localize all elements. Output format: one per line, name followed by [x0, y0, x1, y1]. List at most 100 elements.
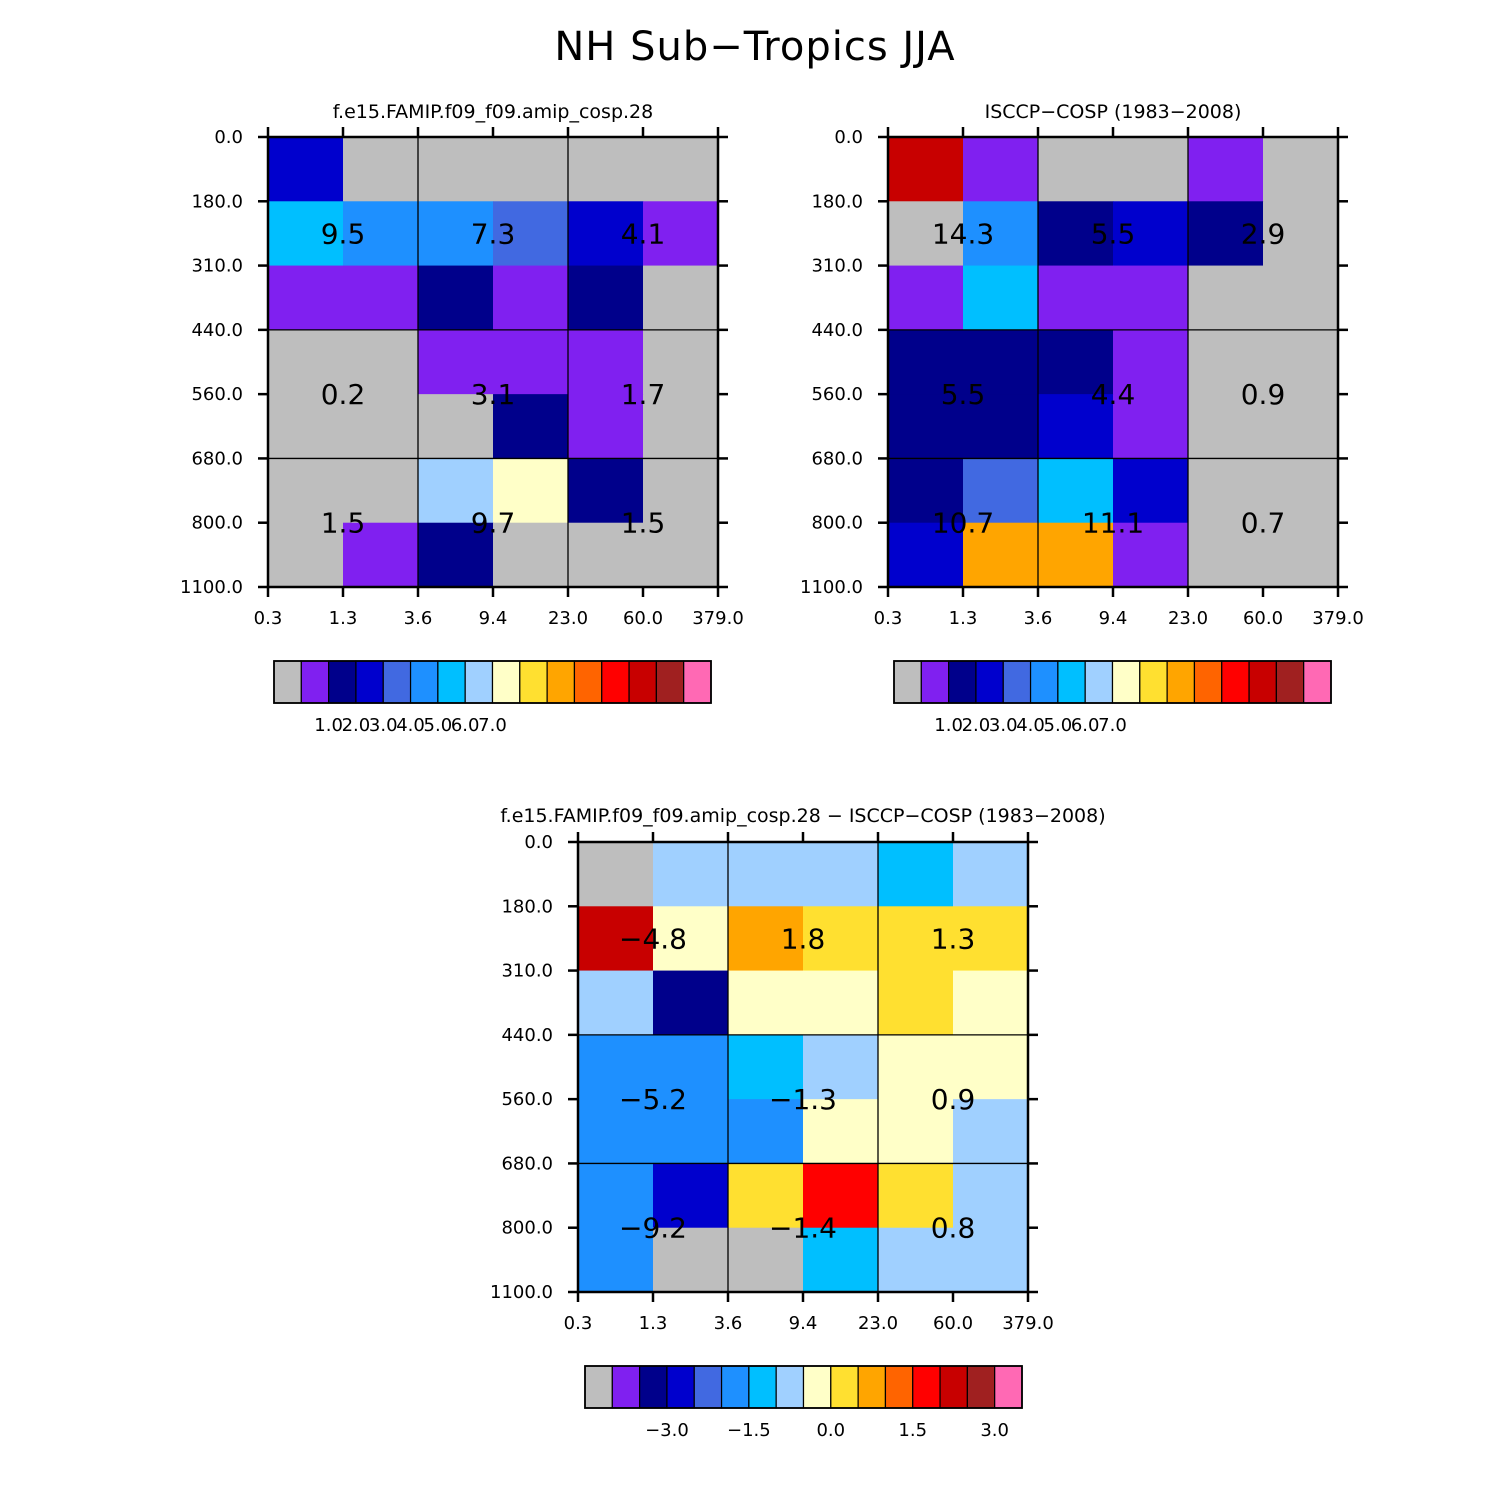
- heatmap-cell: [728, 906, 804, 972]
- heatmap-cell: [653, 970, 729, 1036]
- y-tick-label: 560.0: [191, 384, 243, 405]
- heatmap-cell: [953, 1163, 1029, 1229]
- heatmap-cell: [568, 201, 644, 267]
- heatmap-cell: [653, 906, 729, 972]
- heatmap-cell: [568, 329, 644, 395]
- box-value-label: 0.2: [321, 378, 366, 411]
- box-value-label: −4.8: [619, 922, 687, 955]
- y-tick-label: 1100.0: [180, 577, 243, 598]
- heatmap-cell: [1038, 137, 1114, 202]
- colorbar-swatch: [775, 1365, 805, 1409]
- colorbar-label: 7.0: [1098, 715, 1127, 736]
- heatmap-cell: [803, 970, 879, 1036]
- heatmap-cell: [728, 1163, 804, 1229]
- colorbar-label: 0.0: [816, 1420, 845, 1441]
- colorbar-swatch: [1275, 660, 1305, 704]
- heatmap-cell: [953, 970, 1029, 1036]
- heatmap-cell: [1038, 522, 1114, 588]
- box-value-label: 0.8: [931, 1212, 976, 1245]
- y-tick-label: 680.0: [501, 1153, 553, 1174]
- colorbar-swatch: [912, 1365, 941, 1409]
- box-value-label: 0.9: [931, 1083, 976, 1116]
- heatmap-cell: [493, 265, 569, 331]
- colorbar-frame: [273, 660, 712, 704]
- heatmap-cell: [643, 265, 719, 331]
- heatmap-cell: [1263, 265, 1339, 331]
- heatmap-cell: [888, 522, 964, 588]
- x-tick-label: 9.4: [479, 608, 508, 629]
- heatmap-cell: [888, 458, 964, 524]
- heatmap-cell: [578, 906, 654, 972]
- heatmap-cell: [803, 1099, 879, 1164]
- colorbar-swatch: [464, 660, 494, 704]
- heatmap-cell: [653, 842, 729, 907]
- heatmap-cell: [1113, 329, 1189, 395]
- heatmap-cell: [1188, 265, 1264, 331]
- colorbar-swatch: [655, 660, 685, 704]
- heatmap-cell: [1113, 137, 1189, 202]
- box-value-label: 7.3: [471, 217, 516, 250]
- colorbar-swatch: [666, 1365, 695, 1409]
- heatmap-cell: [728, 1034, 804, 1100]
- colorbar-swatch: [1248, 660, 1277, 704]
- colorbar-swatch: [966, 1365, 996, 1409]
- y-tick-label: 440.0: [191, 320, 243, 341]
- box-value-label: 14.3: [932, 217, 994, 250]
- box-value-label: −1.4: [769, 1212, 837, 1245]
- colorbar-swatch: [720, 1365, 750, 1409]
- colorbar-swatch: [1139, 660, 1168, 704]
- x-tick-label: 1.3: [949, 608, 978, 629]
- colorbar-swatch: [857, 1365, 887, 1409]
- colorbar-swatch: [683, 660, 712, 704]
- heatmap-cell: [653, 1227, 729, 1293]
- heatmap-cell: [578, 970, 654, 1036]
- heatmap-cell: [1263, 394, 1339, 459]
- heatmap-cell: [418, 265, 494, 331]
- heatmap-cell: [268, 522, 344, 588]
- colorbar-label: 7.0: [478, 715, 507, 736]
- x-tick-label: 3.6: [1024, 608, 1053, 629]
- heatmap-cell: [1188, 329, 1264, 395]
- box-value-label: 0.9: [1241, 378, 1286, 411]
- heatmap-cell: [268, 458, 344, 524]
- panel-title: f.e15.FAMIP.f09_f09.amip_cosp.28: [333, 101, 653, 123]
- heatmap-cell: [963, 137, 1039, 202]
- colorbar-swatch: [382, 660, 412, 704]
- box-value-label: 5.5: [1091, 217, 1136, 250]
- heatmap-cell: [1188, 137, 1264, 202]
- colorbar: 1.02.03.04.05.06.07.0: [893, 660, 1332, 736]
- panel-title: ISCCP−COSP (1983−2008): [985, 101, 1242, 123]
- heatmap-cell: [343, 329, 419, 395]
- heatmap-cell: [728, 1227, 804, 1293]
- heatmap-cell: [578, 1099, 654, 1164]
- colorbar-swatch: [920, 660, 950, 704]
- heatmap-cell: [653, 1034, 729, 1100]
- x-tick-label: 379.0: [692, 608, 744, 629]
- colorbar-swatch: [611, 1365, 641, 1409]
- panel-obs: ISCCP−COSP (1983−2008) 14.3 5.5 2.9 5.5 4.4 0.…: [800, 101, 1364, 736]
- heatmap-cell: [343, 458, 419, 524]
- box-value-label: 3.1: [471, 378, 516, 411]
- heatmap-cell: [953, 842, 1029, 907]
- heatmap-cell: [343, 394, 419, 459]
- colorbar-frame: [584, 1365, 1023, 1409]
- colorbar: −3.0 −1.5 0.0 1.5 3.0: [584, 1365, 1023, 1441]
- box-value-label: 1.3: [931, 922, 976, 955]
- heatmap-cell: [888, 265, 964, 331]
- colorbar-swatch: [273, 660, 302, 704]
- y-tick-label: 800.0: [501, 1218, 553, 1239]
- x-tick-label: 0.3: [254, 608, 283, 629]
- box-value-label: −1.3: [769, 1083, 837, 1116]
- colorbar-swatch: [1303, 660, 1332, 704]
- heatmap-cell: [493, 201, 569, 267]
- x-tick-label: 1.3: [639, 1313, 668, 1334]
- heatmap-cell: [803, 1034, 879, 1100]
- colorbar-swatch: [939, 1365, 968, 1409]
- colorbar-swatch: [1084, 660, 1114, 704]
- y-tick-label: 1100.0: [490, 1282, 553, 1303]
- colorbar-label: 4.0: [396, 715, 425, 736]
- heatmap-cell: [268, 265, 344, 331]
- y-tick-label: 0.0: [214, 127, 243, 148]
- colorbar-label: 3.0: [369, 715, 398, 736]
